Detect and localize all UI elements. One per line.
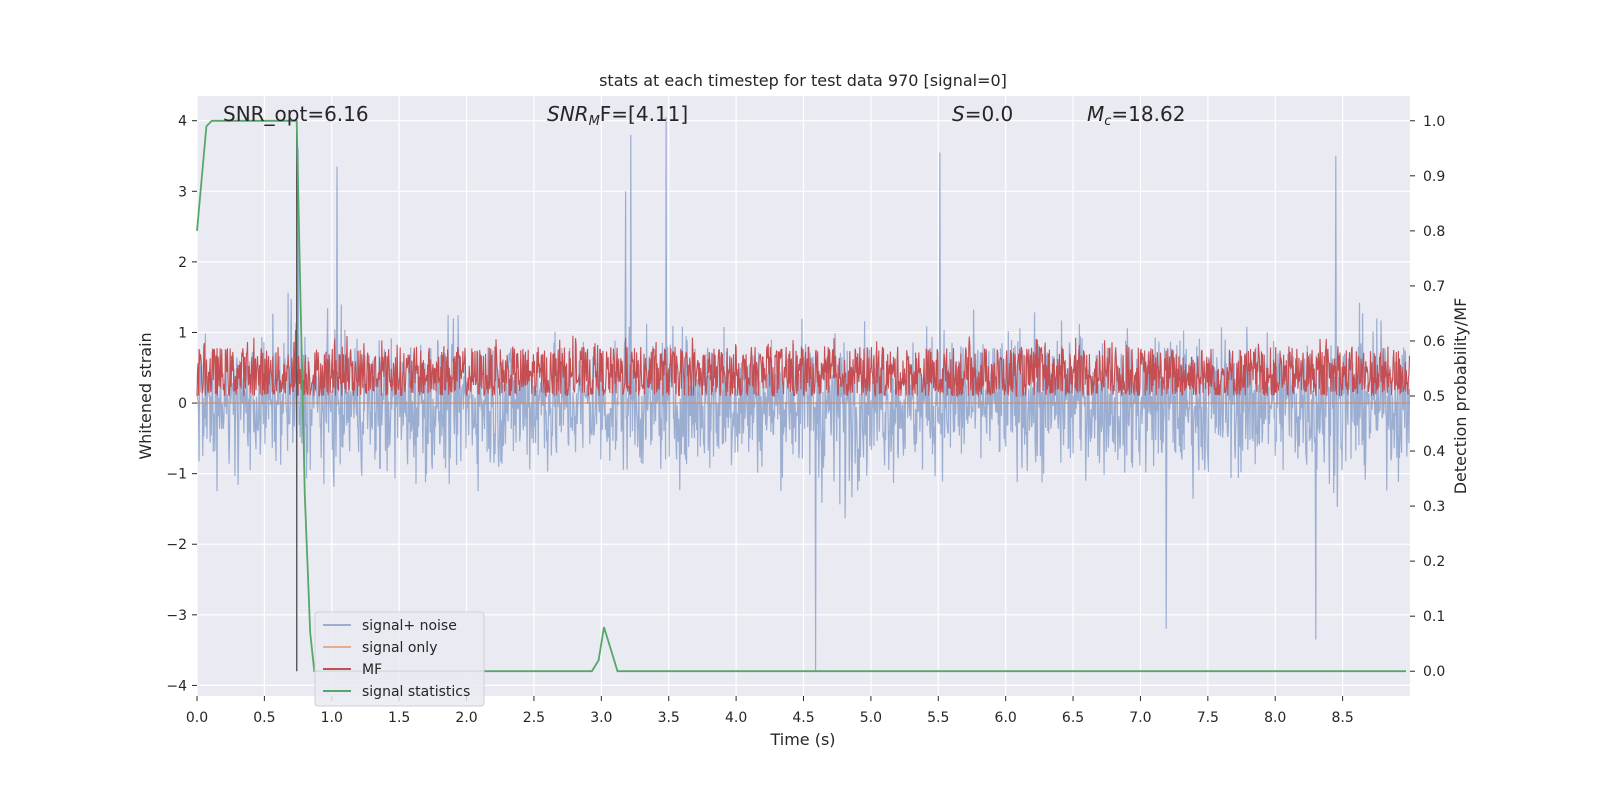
legend-label: MF bbox=[362, 662, 382, 678]
snr-mf-value: F=[4.11] bbox=[600, 102, 688, 126]
x-tick-label: 4.5 bbox=[792, 710, 814, 726]
s-annotation: S=0.0 bbox=[952, 102, 1013, 126]
series-mf bbox=[196, 329, 1411, 398]
y2-tick-label: 0.6 bbox=[1423, 334, 1445, 350]
x-tick-label: 6.0 bbox=[995, 710, 1017, 726]
snr-mf-annotation: SNRMF=[4.11] bbox=[547, 102, 688, 129]
y2-tick-label: 0.9 bbox=[1423, 169, 1445, 185]
x-tick-label: 2.0 bbox=[455, 710, 477, 726]
y2-tick-label: 0.7 bbox=[1423, 279, 1445, 295]
mc-annotation: Mc=18.62 bbox=[1087, 102, 1185, 129]
mc-symbol: M bbox=[1087, 102, 1104, 126]
x-tick-label: 4.0 bbox=[725, 710, 747, 726]
legend: signal+ noise signal only MF signal statist… bbox=[314, 611, 485, 707]
x-tick-label: 3.0 bbox=[590, 710, 612, 726]
y-tick-labels: 4 3 2 1 0 −1 −2 −3 −4 bbox=[166, 114, 197, 694]
snr-mf-symbol: SNR bbox=[547, 102, 589, 126]
y2-tick-label: 0.4 bbox=[1423, 444, 1445, 460]
x-tick-label: 6.5 bbox=[1062, 710, 1084, 726]
legend-label: signal statistics bbox=[362, 684, 470, 700]
y2-tick-label: 0.3 bbox=[1423, 499, 1445, 515]
y-tick-label: 1 bbox=[178, 325, 187, 341]
series-signal-statistics bbox=[196, 119, 1406, 673]
grid bbox=[196, 96, 1410, 696]
x-tick-label: 8.5 bbox=[1331, 710, 1353, 726]
y-tick-label: 2 bbox=[178, 255, 187, 271]
y-tick-label: 0 bbox=[178, 396, 187, 412]
x-tick-label: 5.0 bbox=[860, 710, 882, 726]
snr-mf-subscript: M bbox=[589, 114, 600, 129]
s-value: =0.0 bbox=[965, 102, 1014, 126]
legend-box bbox=[314, 611, 485, 707]
snr-opt-annotation: SNR_opt=6.16 bbox=[223, 102, 369, 126]
x-tick-label: 3.5 bbox=[658, 710, 680, 726]
x-tick-label: 2.5 bbox=[523, 710, 545, 726]
y-tick-label: 4 bbox=[178, 114, 187, 130]
y2-tick-label: 0.8 bbox=[1423, 224, 1445, 240]
y-tick-label: 3 bbox=[178, 184, 187, 200]
legend-label: signal only bbox=[362, 640, 437, 656]
x-tick-label: 7.0 bbox=[1129, 710, 1151, 726]
legend-label: signal+ noise bbox=[362, 618, 457, 634]
x-tick-labels: 0.0 0.5 1.0 1.5 2.0 2.5 3.0 3.5 4.0 4.5 5.0 5.5 6.0 6… bbox=[186, 696, 1354, 726]
mc-subscript: c bbox=[1104, 114, 1111, 129]
y2-axis-label: Detection probability/MF bbox=[1451, 298, 1470, 495]
y2-tick-label: 0.1 bbox=[1423, 609, 1445, 625]
x-tick-label: 7.5 bbox=[1197, 710, 1219, 726]
y-tick-label: −3 bbox=[166, 608, 187, 624]
series-layer bbox=[196, 117, 1411, 673]
y-axis-label: Whitened strain bbox=[136, 332, 155, 459]
chart-title: stats at each timestep for test data 970… bbox=[599, 71, 1007, 90]
y2-tick-label: 1.0 bbox=[1423, 114, 1445, 130]
y-tick-label: −4 bbox=[166, 678, 187, 694]
mc-value: =18.62 bbox=[1111, 102, 1185, 126]
y2-tick-labels: 1.0 0.9 0.8 0.7 0.6 0.5 0.4 0.3 0.2 0.1 0.0 bbox=[1410, 114, 1445, 680]
y2-tick-label: 0.2 bbox=[1423, 554, 1445, 570]
y2-tick-label: 0.0 bbox=[1423, 664, 1445, 680]
y-tick-label: −1 bbox=[166, 467, 187, 483]
x-tick-label: 1.0 bbox=[321, 710, 343, 726]
x-tick-label: 8.0 bbox=[1264, 710, 1286, 726]
x-tick-label: 1.5 bbox=[388, 710, 410, 726]
x-tick-label: 0.5 bbox=[253, 710, 275, 726]
y-tick-label: −2 bbox=[166, 537, 187, 553]
y2-tick-label: 0.5 bbox=[1423, 389, 1445, 405]
x-axis-label: Time (s) bbox=[769, 730, 835, 749]
x-tick-label: 0.0 bbox=[186, 710, 208, 726]
s-symbol: S bbox=[952, 102, 965, 126]
x-tick-label: 5.5 bbox=[927, 710, 949, 726]
